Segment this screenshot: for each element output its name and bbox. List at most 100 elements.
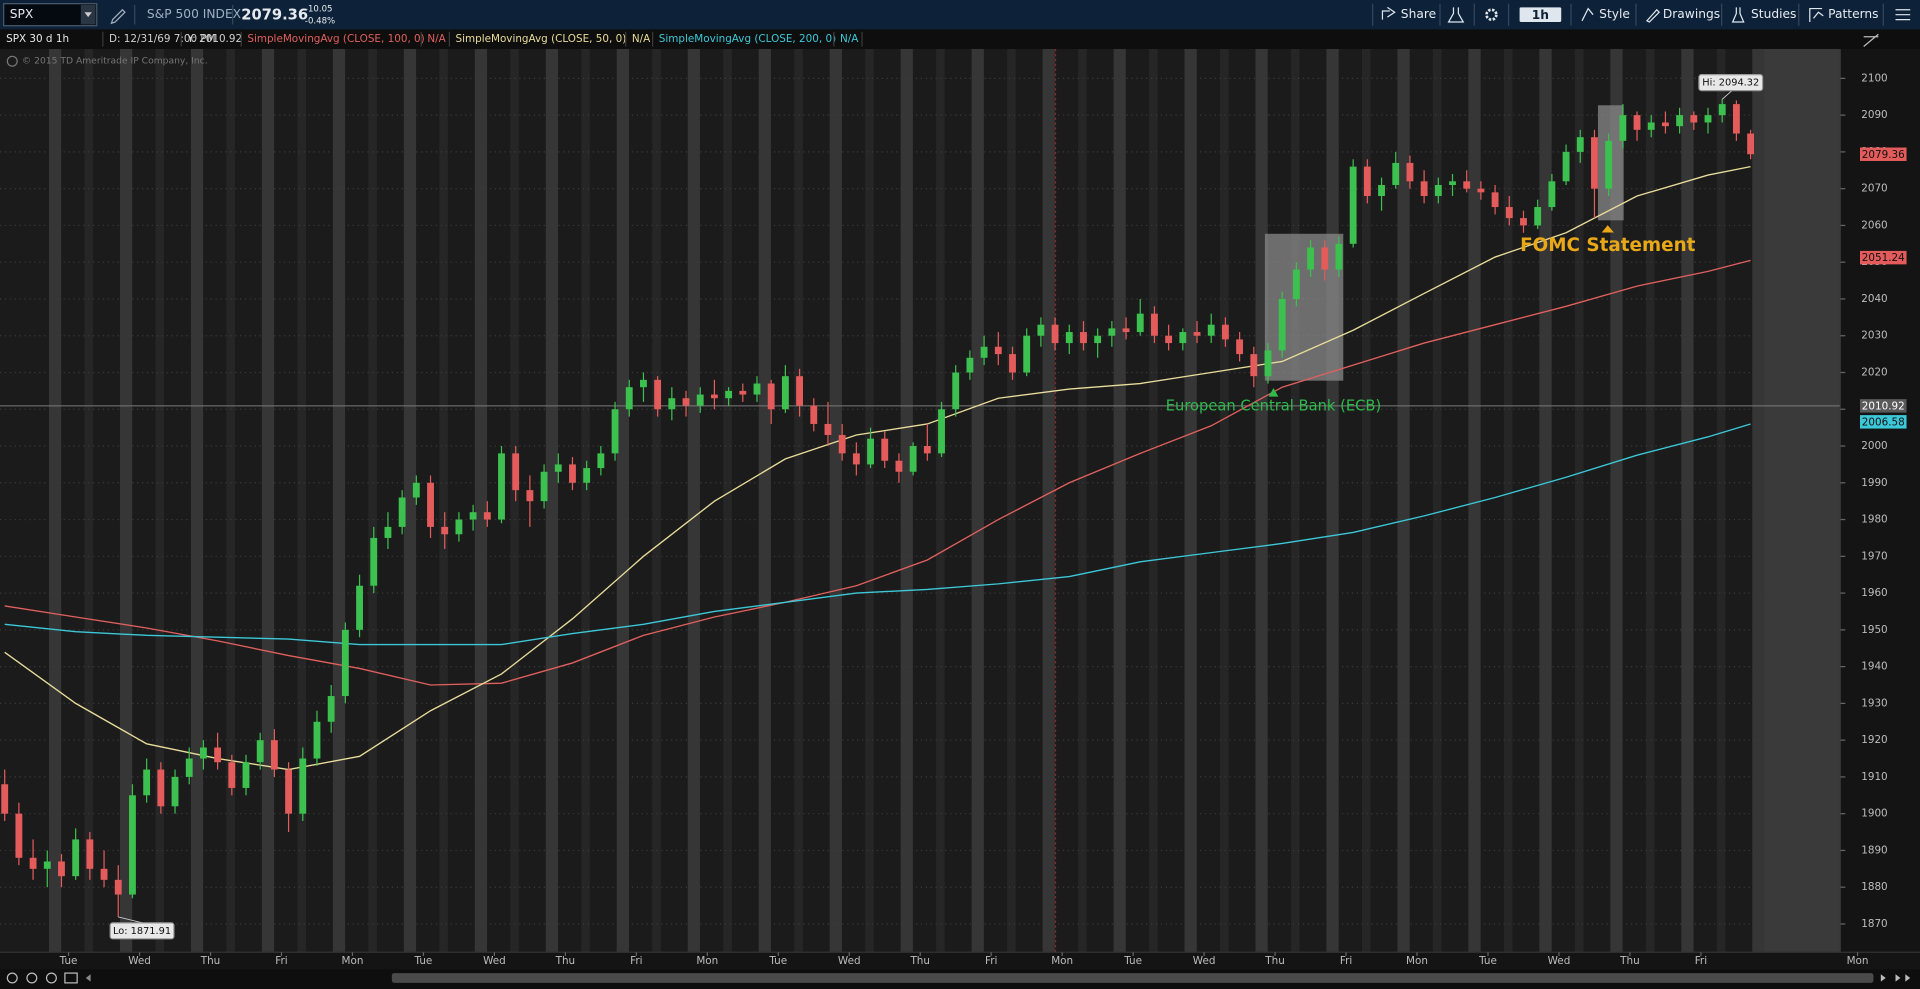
zoom-in[interactable] — [26, 972, 38, 984]
studies-button[interactable]: Studies — [1751, 7, 1796, 21]
y-tick-label: 1980 — [1861, 514, 1887, 526]
session-band — [1752, 48, 1765, 953]
price-tag — [1860, 415, 1907, 429]
candle-body — [654, 379, 662, 410]
session-band — [190, 48, 204, 953]
timeframe-button[interactable]: 1h — [1532, 8, 1549, 22]
flask-icon[interactable] — [1447, 7, 1465, 23]
moving-average — [4, 259, 1751, 686]
study-value: N/A — [632, 33, 651, 45]
timeframe-box[interactable] — [1519, 7, 1562, 23]
candle-body — [1633, 115, 1641, 130]
scroll-thumb[interactable] — [391, 973, 1874, 983]
candle-body — [1718, 104, 1726, 116]
price-tag-label: 2006.58 — [1862, 416, 1905, 428]
x-tick-label: Wed — [128, 955, 151, 967]
ecb-annotation: European Central Bank (ECB) — [1166, 397, 1381, 414]
session-band — [865, 48, 874, 953]
info-icon[interactable] — [6, 55, 18, 67]
candle-body — [1264, 350, 1272, 377]
session-band — [261, 48, 275, 953]
price-axis — [1840, 48, 1920, 953]
zoom-icon[interactable] — [6, 972, 18, 984]
candle-body — [455, 519, 463, 535]
x-tick-label: Tue — [414, 955, 433, 967]
style-button[interactable]: Style — [1599, 7, 1630, 21]
symbol-box[interactable] — [3, 3, 98, 27]
session-band — [1716, 48, 1726, 953]
price-tag — [1860, 399, 1907, 413]
pct-change: -0.48% — [305, 16, 335, 26]
studies-icon — [1731, 7, 1745, 23]
candle-body — [1619, 115, 1627, 141]
candle-body — [1236, 339, 1244, 355]
future-area — [1759, 48, 1841, 953]
candle-body — [1520, 218, 1527, 226]
zoom-out[interactable] — [45, 972, 57, 984]
session-band — [510, 48, 519, 953]
candle-body — [1221, 324, 1229, 340]
candle-body — [498, 453, 505, 520]
session-band — [1255, 48, 1268, 953]
session-band — [794, 48, 803, 953]
candle-body — [966, 357, 974, 373]
price-tag-label: 2079.36 — [1862, 149, 1905, 161]
scroll-right[interactable] — [1880, 974, 1911, 982]
x-tick-label: Fri — [1695, 955, 1707, 967]
price-tag — [1860, 250, 1907, 265]
lo-label: Lo: 1871.91 — [113, 926, 171, 937]
study-name: SimpleMovingAvg (CLOSE, 200, 0) — [659, 33, 836, 45]
candle-body — [526, 490, 534, 502]
x-tick-label: Wed — [1193, 955, 1216, 967]
candle-body — [1179, 332, 1187, 344]
candle-body — [356, 585, 363, 630]
y-tick-label: 2030 — [1861, 330, 1887, 342]
lo-leader — [118, 916, 143, 924]
candle-body — [1165, 335, 1173, 344]
symbol: SPX — [10, 7, 34, 21]
scroll-left[interactable] — [85, 974, 91, 982]
candle-body — [696, 394, 704, 406]
x-tick-label: Fri — [275, 955, 287, 967]
share-button[interactable]: Share — [1401, 7, 1436, 21]
y-tick-label: 1900 — [1861, 808, 1887, 820]
menu-icon[interactable] — [1895, 9, 1911, 21]
candle-body — [483, 512, 491, 520]
zoom-box[interactable] — [64, 972, 78, 984]
session-band — [1113, 48, 1126, 953]
session-band — [1610, 48, 1623, 953]
candle-body — [952, 372, 960, 410]
y-tick-label: 2060 — [1861, 219, 1887, 231]
candle-body — [114, 879, 122, 895]
study-name: SimpleMovingAvg (CLOSE, 50, 0) — [456, 33, 627, 45]
drawings-button[interactable]: Drawings — [1663, 7, 1720, 21]
overlay: Hi: 2094.32 Lo: 1871.91 European Central B… — [109, 74, 1764, 940]
candle-body — [668, 398, 676, 410]
ecb-highlight — [1264, 233, 1344, 381]
candle-body — [199, 747, 207, 759]
candle-body — [1278, 298, 1286, 351]
candle-body — [1378, 184, 1385, 197]
y-tick-label: 1920 — [1861, 734, 1887, 746]
y-tick-label: 1910 — [1861, 771, 1887, 783]
copyright: © 2015 TD Ameritrade IP Company, Inc. — [22, 56, 208, 67]
candle-body — [1065, 332, 1073, 344]
y-tick-label: 1940 — [1861, 661, 1887, 673]
last-price: 2079.36 — [241, 6, 308, 23]
candle-body — [1434, 184, 1442, 197]
axis-tool-icon[interactable] — [1863, 33, 1879, 47]
candle-body — [597, 453, 605, 469]
candle-body — [313, 721, 321, 759]
status-y: Y: 2010.92 — [186, 33, 242, 45]
session-band — [1042, 48, 1055, 953]
fomc-arrow — [1601, 225, 1614, 233]
x-tick-label: Mon — [696, 955, 718, 967]
y-tick-label: 1950 — [1861, 624, 1887, 636]
candle-body — [938, 409, 945, 454]
candle-body — [171, 776, 179, 807]
hi-leader — [1721, 90, 1733, 100]
pencil-icon[interactable] — [110, 8, 126, 25]
candle-body — [1363, 166, 1371, 197]
patterns-button[interactable]: Patterns — [1828, 7, 1878, 21]
gear-icon[interactable] — [1485, 8, 1498, 21]
